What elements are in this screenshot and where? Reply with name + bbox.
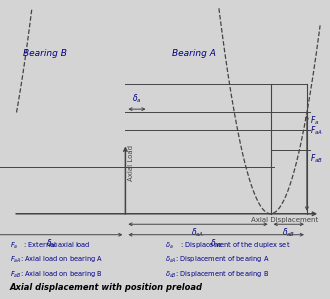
Text: $F_a$   : External axial load: $F_a$ : External axial load: [10, 241, 90, 251]
Text: Axial Displacement: Axial Displacement: [251, 217, 318, 223]
Text: $F_{aA}$: Axial load on bearing A: $F_{aA}$: Axial load on bearing A: [10, 255, 103, 265]
Text: $F_{aB}$: $F_{aB}$: [310, 152, 322, 165]
Text: $\delta_a$    : Displacement of the duplex set: $\delta_a$ : Displacement of the duplex …: [165, 241, 290, 251]
Text: Axial displacement with position preload: Axial displacement with position preload: [10, 283, 203, 292]
Text: Bearing A: Bearing A: [172, 49, 215, 58]
Text: $\delta_{aB}$: Displacement of bearing B: $\delta_{aB}$: Displacement of bearing B: [165, 269, 269, 280]
Text: $\delta_a$: $\delta_a$: [132, 92, 142, 105]
Text: Bearing B: Bearing B: [23, 49, 67, 58]
Text: $F_{aA}$: $F_{aA}$: [310, 124, 322, 137]
Text: $\delta_{aB}$: $\delta_{aB}$: [282, 227, 295, 239]
Text: $F_a$: $F_a$: [310, 115, 319, 127]
Text: $F_{aB}$: Axial load on bearing B: $F_{aB}$: Axial load on bearing B: [10, 269, 103, 280]
Text: Axial Load: Axial Load: [128, 145, 134, 181]
Text: $\delta_{aA}$: Displacement of bearing A: $\delta_{aA}$: Displacement of bearing A: [165, 255, 270, 265]
Text: $\delta_{a0}$: $\delta_{a0}$: [46, 237, 59, 250]
Text: $\delta_{aA}$: $\delta_{aA}$: [191, 227, 205, 239]
Text: $\delta_{a0}$: $\delta_{a0}$: [210, 237, 223, 250]
